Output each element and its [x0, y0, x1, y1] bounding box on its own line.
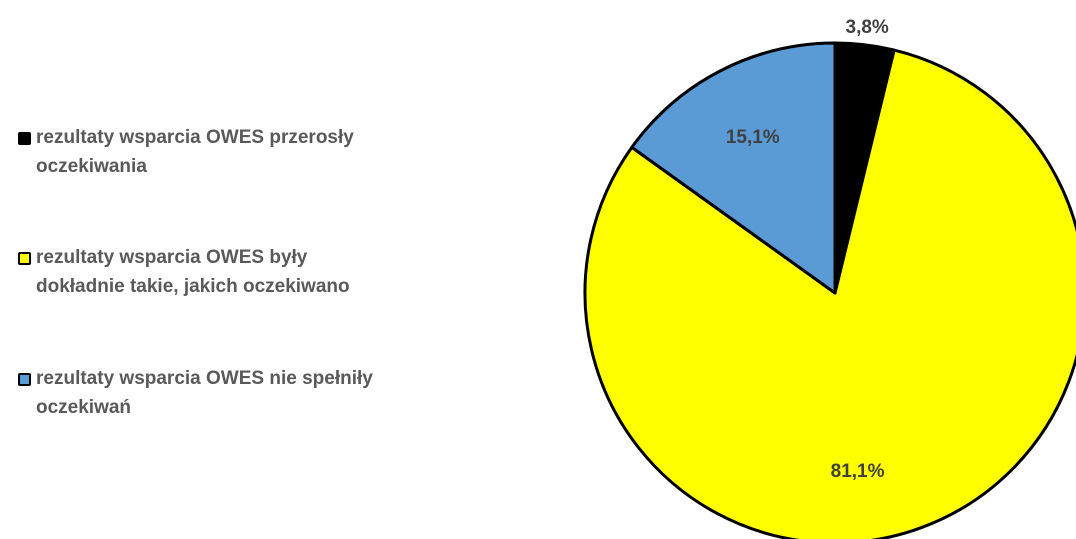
legend-label-as-expected: rezultaty wsparcia OWES były dokładnie t… — [36, 247, 350, 297]
legend-label-exceeded: rezultaty wsparcia OWES przerosły oczeki… — [36, 127, 354, 177]
legend-swatch-black — [18, 132, 31, 145]
legend-swatch-yellow — [18, 252, 31, 265]
data-label-not-met: 15,1% — [726, 127, 780, 148]
legend-item-as-expected: rezultaty wsparcia OWES były dokładnie t… — [18, 247, 396, 301]
pie-slice-as-expected — [583, 48, 1076, 539]
data-label-as-expected: 81,1% — [831, 461, 885, 482]
legend-swatch-blue — [18, 373, 31, 386]
data-label-exceeded: 3,8% — [846, 17, 889, 38]
legend-item-exceeded: rezultaty wsparcia OWES przerosły oczeki… — [18, 127, 396, 181]
legend-label-not-met: rezultaty wsparcia OWES nie spełniły ocz… — [36, 368, 373, 418]
pie-slice-not-met — [630, 41, 837, 295]
legend-item-not-met: rezultaty wsparcia OWES nie spełniły ocz… — [18, 368, 396, 422]
